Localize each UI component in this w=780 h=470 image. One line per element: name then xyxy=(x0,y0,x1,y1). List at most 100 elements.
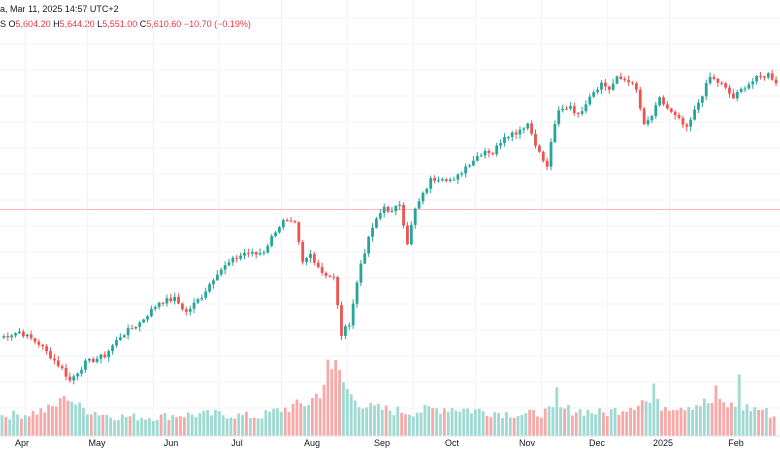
volume-bar xyxy=(233,418,237,436)
x-tick-label: 2025 xyxy=(653,438,673,448)
candle-body xyxy=(603,82,607,87)
candle-body xyxy=(413,208,417,225)
volume-bar xyxy=(512,417,516,436)
candle-body xyxy=(188,308,192,312)
candle-body xyxy=(600,82,603,90)
candle-body xyxy=(181,303,184,310)
volume-bar xyxy=(408,414,411,436)
volume-bar xyxy=(427,406,431,436)
candle-body xyxy=(716,78,720,83)
volume-bar xyxy=(477,408,481,436)
volume-bar xyxy=(582,415,586,436)
volume-bar xyxy=(439,413,442,436)
candle-body xyxy=(472,160,475,166)
candle-body xyxy=(91,358,95,362)
volume-bar xyxy=(338,369,341,436)
candle-body xyxy=(239,255,243,259)
candle-body xyxy=(332,276,336,278)
candle-body xyxy=(18,331,21,334)
volume-bar xyxy=(493,412,497,436)
volume-bar xyxy=(307,405,310,436)
open-value: 5,604.20 xyxy=(15,19,51,29)
candle-body xyxy=(95,358,99,362)
volume-bar xyxy=(353,400,357,436)
candle-body xyxy=(118,337,122,341)
candle-body xyxy=(212,280,215,285)
volume-bar xyxy=(563,408,566,436)
volume-bar xyxy=(733,406,737,436)
volume-bar xyxy=(140,417,144,436)
candle-body xyxy=(359,263,363,283)
candle-body xyxy=(541,151,545,161)
candle-body xyxy=(146,316,149,320)
candle-body xyxy=(169,298,173,302)
candle-body xyxy=(677,115,681,119)
candle-body xyxy=(378,213,382,219)
volume-bar xyxy=(586,409,590,436)
volume-bar xyxy=(182,417,186,436)
volume-bar xyxy=(667,410,671,436)
candle-body xyxy=(208,284,211,292)
candle-body xyxy=(336,277,340,306)
candle-body xyxy=(192,302,196,309)
volume-bar xyxy=(221,415,225,436)
candle-body xyxy=(29,334,33,339)
x-tick-label: Jul xyxy=(231,438,243,448)
volume-bar xyxy=(664,407,667,436)
close-key: C xyxy=(139,19,147,29)
volume-bar xyxy=(543,408,547,436)
volume-bar xyxy=(342,382,345,436)
candle-body xyxy=(763,76,766,78)
volume-bar xyxy=(695,405,698,436)
volume-bar xyxy=(431,407,435,436)
volume-bar xyxy=(489,417,493,436)
candle-body xyxy=(293,221,297,223)
high-value: 5,644.20 xyxy=(59,19,95,29)
candle-body xyxy=(654,105,658,117)
volume-bar xyxy=(229,417,233,436)
candle-body xyxy=(204,291,208,298)
volume-bar xyxy=(555,387,559,436)
candle-body xyxy=(149,308,153,317)
volume-bar xyxy=(264,410,268,436)
x-tick-label: Nov xyxy=(519,438,536,448)
volume-bar xyxy=(772,416,776,436)
candle-body xyxy=(483,150,487,156)
volume-bar xyxy=(186,412,190,436)
volume-bar xyxy=(12,410,16,436)
volume-bar xyxy=(314,393,318,436)
volume-bar xyxy=(245,411,248,436)
volume-bar xyxy=(508,417,512,436)
volume-bar xyxy=(400,412,404,436)
candle-body xyxy=(173,296,177,302)
volume-bar xyxy=(505,411,508,436)
candle-body xyxy=(347,325,351,327)
volume-bar xyxy=(47,404,50,436)
volume-bar xyxy=(753,407,757,436)
volume-bar xyxy=(470,413,473,436)
volume-bar xyxy=(23,415,27,436)
volume-bar xyxy=(404,414,407,436)
volume-bar xyxy=(384,405,388,436)
candle-body xyxy=(301,241,305,262)
volume-bar xyxy=(120,414,124,436)
candle-body xyxy=(305,257,308,262)
candle-body xyxy=(68,376,72,381)
candle-body xyxy=(52,358,56,361)
volume-bar xyxy=(299,403,303,436)
volume-bar xyxy=(485,415,489,436)
candle-body xyxy=(41,344,45,347)
candle-body xyxy=(134,326,138,329)
candle-body xyxy=(254,251,258,255)
volume-bar xyxy=(97,415,101,436)
x-tick-label: Jun xyxy=(164,438,179,448)
volume-bar xyxy=(768,417,772,436)
volume-bar xyxy=(373,405,376,436)
candle-body xyxy=(669,108,673,112)
candle-body xyxy=(584,104,588,112)
candle-body xyxy=(615,76,619,84)
candle-body xyxy=(386,206,390,212)
x-tick-label: May xyxy=(88,438,106,448)
candle-body xyxy=(638,89,642,109)
